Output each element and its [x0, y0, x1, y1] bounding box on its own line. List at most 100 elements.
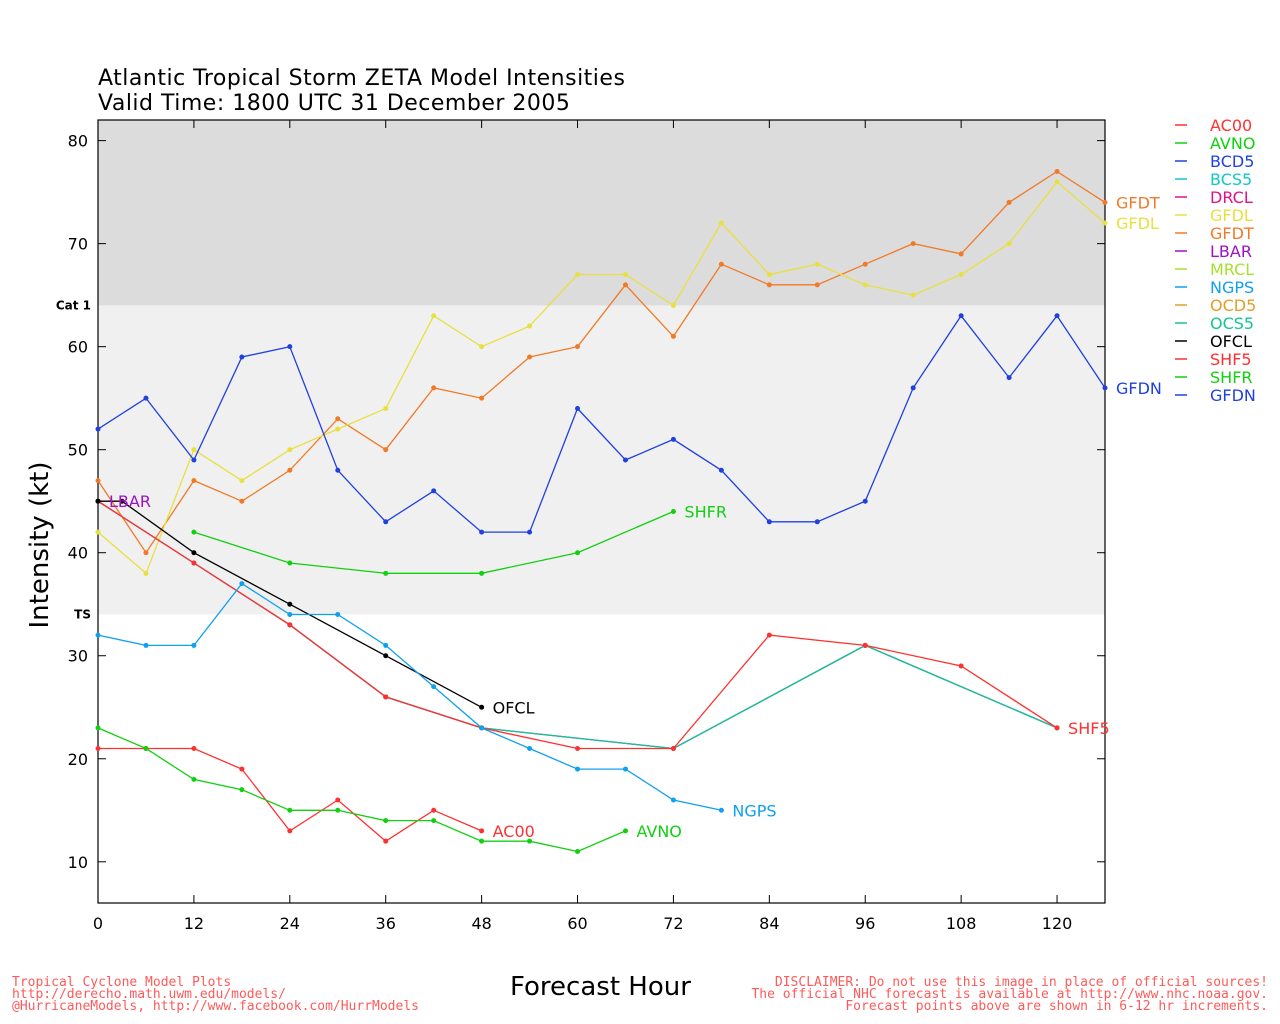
data-point-shf5	[958, 663, 964, 669]
data-point-gfdl	[958, 272, 964, 278]
data-point-avno	[575, 848, 581, 854]
data-point-gfdl	[239, 478, 245, 484]
data-point-gfdn	[670, 436, 676, 442]
legend-item-gfdt: GFDT	[1210, 224, 1254, 243]
legend-item-avno: AVNO	[1210, 134, 1255, 153]
series-line-ofcl	[98, 500, 482, 708]
data-point-shfr	[479, 570, 485, 576]
data-point-shf5	[670, 745, 676, 751]
x-tick-label: 120	[1042, 914, 1073, 933]
y-tick-label: 10	[68, 853, 88, 872]
data-point-ngps	[479, 725, 485, 731]
data-point-gfdl	[862, 282, 868, 288]
series-end-label-gfdl: GFDL	[1116, 214, 1159, 233]
data-point-gfdt	[1102, 199, 1108, 205]
x-tick-label: 72	[663, 914, 683, 933]
legend-item-mrcl: MRCL	[1210, 260, 1254, 279]
data-point-shf5	[287, 622, 293, 628]
data-point-shf5	[575, 745, 581, 751]
data-point-gfdn	[383, 519, 389, 525]
data-point-gfdt	[335, 416, 341, 422]
data-point-ac00	[191, 745, 197, 751]
data-point-ac00	[239, 766, 245, 772]
legend-item-ocs5: OCS5	[1210, 314, 1254, 333]
footer-disclaimer-line: Forecast points above are shown in 6-12 …	[845, 999, 1268, 1014]
data-point-gfdn	[95, 426, 101, 432]
data-point-gfdn	[239, 354, 245, 360]
data-point-gfdl	[910, 292, 916, 298]
data-point-avno	[287, 807, 293, 813]
data-point-gfdl	[1102, 220, 1108, 226]
data-point-avno	[431, 818, 437, 824]
data-point-ngps	[239, 581, 245, 587]
band-ts	[98, 305, 1105, 615]
data-point-ngps	[431, 684, 437, 690]
data-point-shfr	[575, 550, 581, 556]
data-point-ac00	[335, 797, 341, 803]
data-point-gfdt	[670, 333, 676, 339]
x-tick-label: 108	[946, 914, 977, 933]
data-point-gfdl	[622, 272, 628, 278]
series-start-label-lbar: LBAR	[109, 492, 151, 511]
data-point-avno	[622, 828, 628, 834]
data-point-gfdl	[814, 261, 820, 267]
data-point-gfdl	[670, 302, 676, 308]
data-point-gfdt	[766, 282, 772, 288]
legend-item-shf5: SHF5	[1210, 350, 1252, 369]
x-tick-label: 60	[567, 914, 587, 933]
chart-title: Atlantic Tropical Storm ZETA Model Inten…	[98, 66, 626, 91]
footer-credits-line: http://derecho.math.uwm.edu/models/	[12, 987, 286, 1002]
legend-item-ac00: AC00	[1210, 116, 1252, 135]
series-end-label-ofcl: OFCL	[493, 698, 535, 717]
data-point-ofcl	[383, 653, 389, 659]
data-point-gfdt	[527, 354, 533, 360]
series-line-ngps	[97, 582, 722, 811]
data-point-shf5	[383, 694, 389, 700]
data-point-gfdn	[910, 385, 916, 391]
band-label: TS	[74, 608, 91, 622]
data-point-gfdt	[191, 478, 197, 484]
data-point-shfr	[670, 509, 676, 514]
data-point-ofcl	[479, 704, 485, 710]
footer-disclaimer: DISCLAIMER: Do not use this image in pla…	[751, 976, 1268, 1014]
data-point-ngps	[718, 807, 724, 813]
x-tick-label: 0	[93, 914, 103, 933]
chart-subtitle: Valid Time: 1800 UTC 31 December 2005	[98, 91, 571, 116]
data-point-ofcl	[287, 601, 293, 607]
data-point-gfdl	[718, 220, 724, 226]
data-point-gfdl	[479, 344, 485, 350]
data-point-gfdt	[383, 447, 389, 453]
data-point-gfdt	[958, 251, 964, 257]
legend-item-gfdl: GFDL	[1210, 206, 1253, 225]
series-line-avno	[97, 727, 626, 853]
x-axis-label: Forecast Hour	[510, 972, 691, 1002]
data-point-gfdl	[431, 313, 437, 319]
data-point-gfdn	[527, 529, 533, 535]
data-point-gfdl	[191, 447, 197, 453]
data-point-ngps	[191, 642, 197, 648]
data-point-gfdl	[95, 529, 101, 535]
data-point-gfdn	[191, 457, 197, 463]
data-point-ac00	[479, 828, 485, 834]
data-point-ngps	[143, 642, 149, 648]
x-tick-label: 12	[184, 914, 204, 933]
data-point-shfr	[383, 570, 389, 576]
data-point-gfdt	[862, 261, 868, 267]
data-point-gfdl	[527, 323, 533, 329]
series-end-label-gfdt: GFDT	[1116, 193, 1160, 212]
series-end-label-ngps: NGPS	[732, 801, 776, 820]
data-point-avno	[383, 818, 389, 824]
footer-credits-line: @HurricaneModels, http://www.facebook.co…	[12, 999, 419, 1014]
series-line-shfr	[193, 510, 674, 574]
legend-item-shfr: SHFR	[1210, 368, 1253, 387]
series-line-gfdt	[97, 170, 1106, 554]
data-point-ngps	[335, 612, 341, 618]
data-point-gfdt	[143, 550, 149, 556]
data-point-gfdl	[287, 447, 293, 453]
legend-item-ngps: NGPS	[1210, 278, 1254, 297]
y-tick-label: 60	[68, 338, 88, 357]
series-end-label-gfdn: GFDN	[1116, 379, 1162, 398]
data-point-gfdn	[814, 519, 820, 525]
data-point-ngps	[622, 766, 628, 772]
data-point-gfdt	[95, 478, 101, 484]
